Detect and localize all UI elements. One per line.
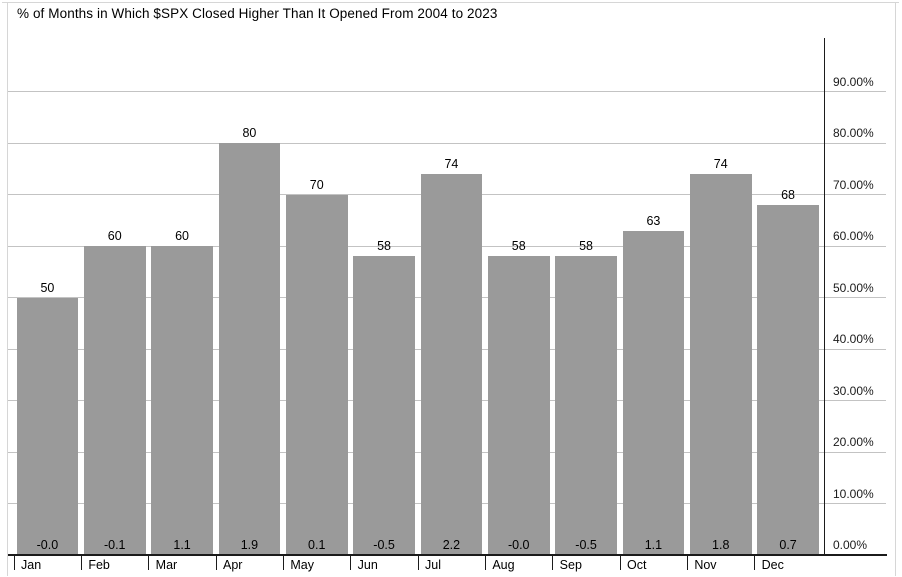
- x-axis-category-label: Dec: [761, 558, 784, 572]
- y-axis-tick-label: 30.00%: [833, 383, 874, 398]
- card-border-right: [894, 2, 896, 576]
- x-axis-tick: [215, 556, 217, 570]
- x-axis-category-label: Feb: [88, 558, 110, 572]
- y-axis-tick-label: 10.00%: [833, 486, 874, 501]
- card-border-left: [7, 2, 8, 576]
- bar: [353, 256, 415, 555]
- bar-value-label: 58: [511, 239, 526, 254]
- x-axis-tick: [552, 556, 554, 570]
- bar-base-value-label: 1.1: [644, 538, 663, 552]
- bar: [285, 194, 348, 555]
- x-axis-tick: [754, 556, 756, 570]
- bar-base-value-label: 0.1: [308, 538, 326, 552]
- x-axis-tick: [484, 556, 486, 570]
- bar-base-value-label: 2.2: [442, 538, 461, 552]
- x-axis-category-label: Sep: [559, 558, 582, 572]
- x-axis-tick: [13, 556, 15, 570]
- y-axis-tick-label: 60.00%: [833, 229, 874, 243]
- bar-value-label: 63: [646, 213, 661, 228]
- x-axis-category-label: Jan: [21, 558, 42, 572]
- bar-base-value-label: -0.5: [575, 538, 597, 552]
- x-axis-tick: [148, 556, 150, 570]
- y-axis-tick-label: 90.00%: [833, 74, 874, 89]
- bar-value-label: 68: [781, 187, 796, 202]
- bar: [420, 173, 483, 555]
- bar: [689, 173, 752, 555]
- bar-base-value-label: -0.0: [36, 538, 59, 552]
- x-axis-line: [8, 553, 887, 556]
- x-axis-category-label: Apr: [223, 558, 243, 572]
- bar-value-label: 74: [713, 156, 728, 171]
- y-axis-tick-label: 70.00%: [833, 177, 874, 192]
- y-axis-tick-label: 40.00%: [833, 332, 874, 346]
- x-axis-tick: [417, 556, 419, 570]
- chart-title: % of Months in Which $SPX Closed Higher …: [17, 6, 498, 21]
- x-axis-category-label: Jul: [425, 558, 441, 572]
- bar-base-value-label: -0.0: [507, 538, 530, 552]
- bar-value-label: 60: [107, 229, 122, 243]
- bar-base-value-label: 0.7: [779, 538, 797, 552]
- bar-base-value-label: -0.5: [373, 538, 395, 552]
- y-axis-tick-label: 50.00%: [833, 280, 874, 295]
- bar: [16, 297, 79, 555]
- bar: [218, 143, 281, 555]
- bar-base-value-label: 1.8: [712, 538, 730, 552]
- bar: [622, 230, 685, 555]
- x-axis-category-label: Nov: [694, 558, 717, 572]
- card-border-top: [2, 2, 899, 3]
- x-axis-tick: [619, 556, 621, 570]
- y-axis-tick-label: 20.00%: [833, 435, 874, 449]
- x-axis-category-label: Mar: [155, 558, 178, 572]
- bar-value-label: 60: [175, 229, 190, 243]
- bar: [151, 246, 213, 555]
- bar: [757, 204, 819, 555]
- bar-base-value-label: 1.9: [240, 538, 259, 552]
- bar: [83, 246, 146, 555]
- x-axis-tick: [282, 556, 284, 570]
- y-axis-line: [823, 38, 826, 556]
- bar-value-label: 70: [309, 177, 324, 192]
- x-axis-tick: [350, 556, 352, 570]
- x-axis-tick: [686, 556, 688, 570]
- y-gridline: [8, 91, 886, 92]
- bar-value-label: 58: [579, 239, 594, 254]
- x-axis-category-label: Jun: [357, 558, 378, 572]
- bar: [555, 256, 617, 555]
- bar: [487, 256, 550, 555]
- x-axis-category-label: Aug: [492, 558, 515, 572]
- bar-value-label: 74: [444, 156, 459, 171]
- y-axis-tick-label: 0.00%: [833, 538, 868, 552]
- y-axis-tick-label: 80.00%: [833, 126, 874, 140]
- x-axis-category-label: Oct: [627, 558, 647, 572]
- bar-value-label: 80: [242, 126, 257, 140]
- bar-value-label: 50: [40, 280, 55, 295]
- bar-base-value-label: -0.1: [103, 538, 126, 552]
- bar-base-value-label: 1.1: [173, 538, 191, 552]
- x-axis-tick: [80, 556, 82, 570]
- bar-value-label: 58: [377, 239, 392, 254]
- x-axis-category-label: May: [290, 558, 314, 572]
- y-gridline: [8, 142, 886, 144]
